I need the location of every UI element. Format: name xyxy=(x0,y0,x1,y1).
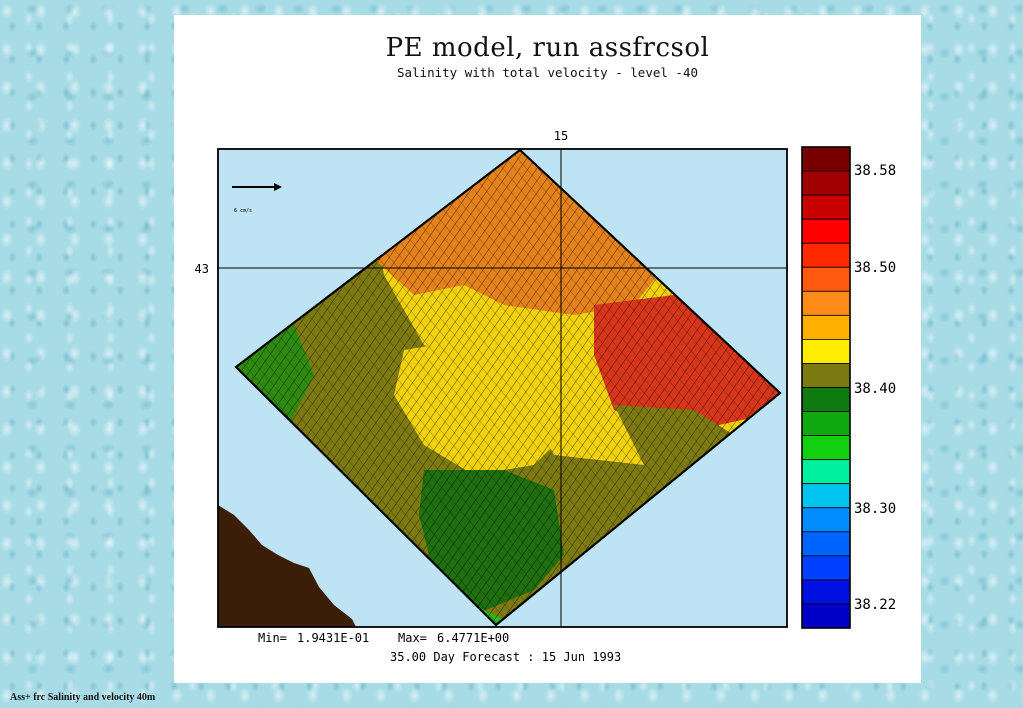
colorbar-swatch xyxy=(801,146,851,172)
colorbar-label: 38.22 xyxy=(854,597,896,613)
colorbar-swatch xyxy=(801,338,851,364)
slide-title: PE model, run assfrcsol xyxy=(385,33,710,63)
colorbar-swatch xyxy=(801,459,851,485)
lon-label: 15 xyxy=(554,129,568,143)
footer-caption: Ass+ frc Salinity and velocity 40m xyxy=(10,692,156,703)
colorbar-label: 38.40 xyxy=(854,381,896,397)
model-domain-outline xyxy=(234,148,782,627)
land-mass xyxy=(218,505,356,627)
colorbar-swatch xyxy=(801,266,851,292)
colorbar-swatch xyxy=(801,170,851,196)
lat-label: 43 xyxy=(195,262,209,276)
slide-subtitle: Salinity with total velocity - level -40 xyxy=(396,65,699,80)
colorbar-swatch xyxy=(801,314,851,340)
colorbar-swatch xyxy=(801,290,851,316)
colorbar-swatch xyxy=(801,411,851,436)
colorbar-swatch xyxy=(801,387,851,412)
colorbar: 38.58 38.50 38.40 38.30 38.22 xyxy=(801,146,896,629)
min-label: Min= xyxy=(258,631,287,645)
reference-vector-label: 6 cm/s xyxy=(234,208,252,214)
colorbar-label: 38.58 xyxy=(854,163,896,179)
colorbar-label: 38.50 xyxy=(854,260,896,276)
colorbar-swatch xyxy=(801,435,851,461)
colorbar-swatch xyxy=(801,507,851,533)
colorbar-swatch xyxy=(801,218,851,244)
colorbar-swatch xyxy=(801,531,851,557)
salinity-map-figure: 15 43 6 cm/s 38.58 38.50 38.40 38.30 38.22 M… xyxy=(195,129,897,664)
colorbar-label: 38.30 xyxy=(854,501,896,517)
forecast-label: 35.00 Day Forecast : 15 Jun 1993 xyxy=(390,650,621,664)
slide-panel: PE model, run assfrcsol Salinity with to… xyxy=(174,15,921,683)
colorbar-swatch xyxy=(801,579,851,605)
map-frame xyxy=(217,148,788,628)
colorbar-swatch xyxy=(801,194,851,220)
colorbar-swatch xyxy=(801,483,851,509)
colorbar-frame xyxy=(801,146,851,629)
max-value: 6.4771E+00 xyxy=(437,631,509,645)
colorbar-swatch xyxy=(801,363,851,388)
colorbar-swatch xyxy=(801,603,851,629)
colorbar-swatch xyxy=(801,242,851,268)
min-value: 1.9431E-01 xyxy=(297,631,369,645)
colorbar-swatch xyxy=(801,555,851,581)
max-label: Max= xyxy=(398,631,427,645)
reference-vector: 6 cm/s xyxy=(232,183,282,214)
